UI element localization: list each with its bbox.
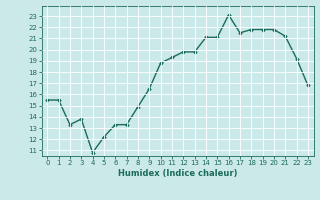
X-axis label: Humidex (Indice chaleur): Humidex (Indice chaleur) bbox=[118, 169, 237, 178]
